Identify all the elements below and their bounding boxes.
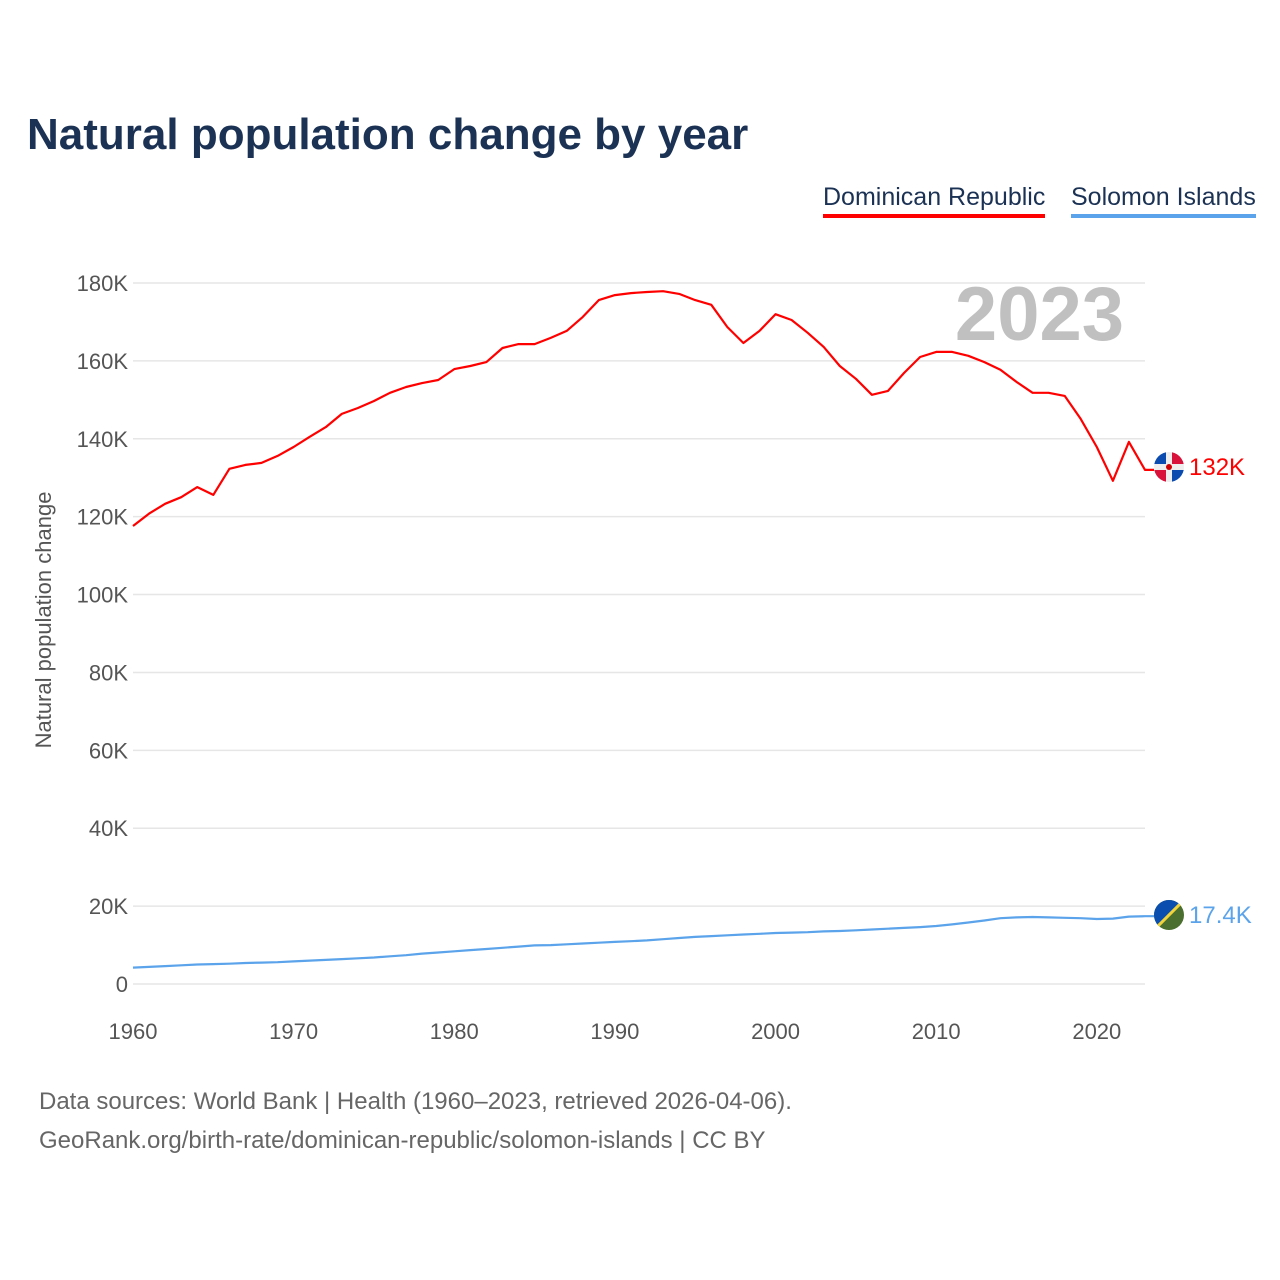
y-tick-label: 100K [77, 583, 129, 608]
series-line-dominican-republic [132, 290, 1154, 527]
flag-solomon-islands-icon [1154, 900, 1184, 930]
series-line-solomon-islands [132, 915, 1154, 969]
x-tick-label: 2000 [751, 1019, 800, 1044]
end-label-solomon-islands: 17.4K [1189, 902, 1252, 929]
y-tick-label: 40K [89, 816, 128, 841]
x-tick-label: 2020 [1072, 1019, 1121, 1044]
x-tick-label: 1970 [269, 1019, 318, 1044]
sources-line-2[interactable]: GeoRank.org/birth-rate/dominican-republi… [39, 1127, 766, 1154]
year-watermark: 2023 [955, 272, 1124, 357]
y-axis-label: Natural population change [31, 492, 56, 749]
flag-dominican-republic-icon [1154, 452, 1184, 482]
x-tick-label: 1960 [109, 1019, 158, 1044]
y-tick-label: 160K [77, 349, 129, 374]
y-tick-label: 0 [116, 972, 128, 997]
legend-solomon-islands[interactable]: Solomon Islands [1071, 183, 1256, 218]
x-tick-label: 2010 [912, 1019, 961, 1044]
x-tick-label: 1980 [430, 1019, 479, 1044]
y-tick-label: 20K [89, 894, 128, 919]
y-tick-label: 140K [77, 427, 129, 452]
y-tick-label: 60K [89, 738, 128, 763]
y-tick-label: 180K [77, 271, 129, 296]
end-label-dominican-republic: 132K [1189, 454, 1245, 481]
sources-line-1: Data sources: World Bank | Health (1960–… [39, 1088, 792, 1115]
legend-dominican-republic[interactable]: Dominican Republic [823, 183, 1046, 218]
x-tick-label: 1990 [590, 1019, 639, 1044]
y-tick-label: 80K [89, 660, 128, 685]
y-tick-label: 120K [77, 505, 129, 530]
chart-title: Natural population change by year [27, 110, 749, 159]
